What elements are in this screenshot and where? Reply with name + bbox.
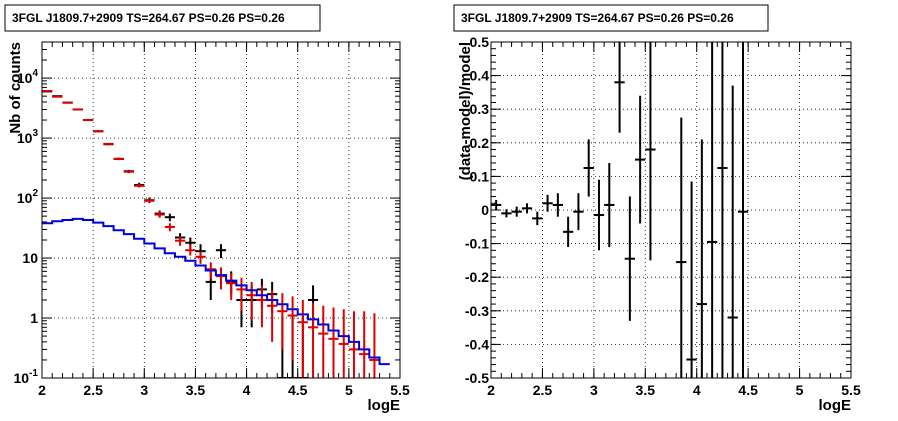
y-axis-label: Nb of counts (7, 42, 24, 134)
title-box (453, 4, 769, 32)
chart-title: 3FGL J1809.7+2909 TS=264.67 PS=0.26 PS=0… (12, 11, 285, 25)
y-tick-label: -0.1 (465, 236, 489, 252)
plot-area (491, 42, 749, 378)
title-box (4, 4, 321, 32)
y-tick-label: 0.2 (470, 135, 490, 151)
y-tick-label: 0.3 (470, 101, 490, 117)
y-tick-label: 0.1 (470, 168, 490, 184)
x-tick-label: 2.5 (83, 382, 103, 398)
plot-frame (490, 41, 852, 379)
y-tick-label: 0.5 (470, 34, 490, 50)
x-tick-label: 5.5 (390, 382, 410, 398)
x-tick-label: 5 (345, 382, 353, 398)
x-tick-label: 2 (38, 382, 46, 398)
model-step-line (42, 217, 390, 366)
y-tick-label: -0.2 (465, 269, 489, 285)
x-tick-label: 3 (140, 382, 148, 398)
y-tick-label: 103 (17, 128, 39, 146)
x-tick-label: 4 (693, 382, 701, 398)
y-tick-label: 1 (30, 310, 38, 326)
x-tick-label: 4 (243, 382, 251, 398)
y-tick-label: 104 (17, 68, 39, 86)
x-axis-label: logE (368, 397, 401, 414)
plot-area (42, 89, 390, 378)
residuals-panel: 3FGL J1809.7+2909 TS=264.67 PS=0.26 PS=0… (453, 4, 861, 414)
x-tick-label: 5 (796, 382, 804, 398)
y-tick-label: 0 (481, 202, 489, 218)
x-tick-label: 4.5 (738, 382, 758, 398)
y-tick-label: -0.3 (465, 303, 489, 319)
x-tick-label: 3.5 (636, 382, 656, 398)
chart-title: 3FGL J1809.7+2909 TS=264.67 PS=0.26 PS=0… (461, 11, 734, 25)
x-axis-label: logE (819, 397, 852, 414)
y-tick-label: -0.5 (465, 370, 489, 386)
x-tick-label: 5.5 (841, 382, 861, 398)
y-tick-label: 102 (17, 188, 39, 206)
x-tick-label: 3.5 (186, 382, 206, 398)
x-tick-label: 2 (487, 382, 495, 398)
x-tick-label: 4.5 (288, 382, 308, 398)
y-tick-label: 10 (22, 250, 38, 266)
y-tick-label: -0.4 (465, 336, 489, 352)
y-axis-label: (data-model)/model (457, 42, 474, 180)
x-tick-label: 2.5 (533, 382, 553, 398)
x-tick-label: 3 (590, 382, 598, 398)
counts-panel: 3FGL J1809.7+2909 TS=264.67 PS=0.26 PS=0… (4, 4, 410, 414)
plot-frame (41, 41, 401, 379)
y-tick-label: 0.4 (470, 68, 490, 84)
y-tick-label: 10-1 (14, 368, 39, 386)
